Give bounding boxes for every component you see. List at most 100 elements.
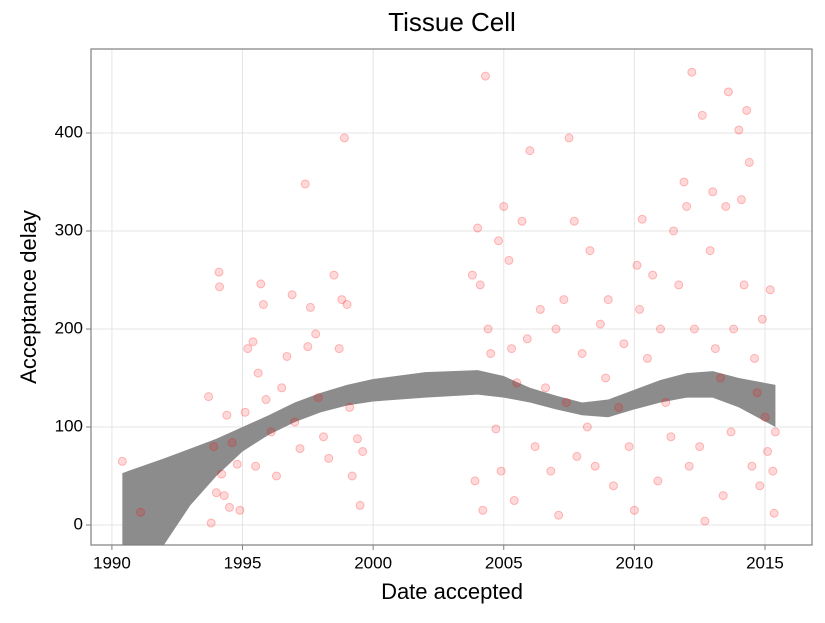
point [739,280,749,290]
point [522,334,532,344]
point [716,373,726,383]
point [603,295,613,305]
point [682,201,692,211]
point [635,304,645,314]
point [687,67,697,77]
point [637,214,647,224]
point [235,505,245,515]
point [708,187,718,197]
point [763,447,773,457]
point [564,133,574,143]
point [674,280,684,290]
x-tick-label: 1995 [224,553,262,572]
point [517,216,527,226]
point [355,500,365,510]
point [467,270,477,280]
point [770,427,780,437]
point [305,302,315,312]
point [595,319,605,329]
point [561,398,571,408]
point [752,388,762,398]
x-tick-label: 1990 [93,553,131,572]
point [559,295,569,305]
point [496,466,506,476]
point [277,383,287,393]
point [470,476,480,486]
point [736,195,746,205]
point [661,398,671,408]
point [219,491,229,501]
point [624,442,634,452]
point [585,246,595,256]
point [300,179,310,189]
point [217,469,227,479]
point [261,395,271,405]
point [248,337,258,347]
point [551,324,561,334]
point [569,216,579,226]
point [684,461,694,471]
point [721,201,731,211]
point [509,496,519,506]
point [504,255,514,265]
point [271,471,281,481]
point [718,491,728,501]
x-tick-label: 2010 [615,553,653,572]
x-tick-label: 2005 [485,553,523,572]
y-axis-label: Acceptance delay [16,210,41,384]
point [345,402,355,412]
x-tick-label: 2000 [354,553,392,572]
point [136,507,146,517]
point [666,432,676,442]
point [209,442,219,452]
point [215,282,225,292]
point [222,410,232,420]
point [227,438,237,448]
point [475,280,485,290]
point [337,295,347,305]
point [705,246,715,256]
point [329,270,339,280]
point [700,516,710,526]
point [240,407,250,417]
point [757,314,767,324]
point [689,324,699,334]
point [311,329,321,339]
point [535,304,545,314]
point [334,344,344,354]
point [608,481,618,491]
point [710,344,720,354]
y-tick-label: 300 [55,220,83,239]
point [478,505,488,515]
point [765,285,775,295]
point [491,424,501,434]
smooth-band [122,370,776,545]
point [473,223,483,233]
point [619,339,629,349]
point [697,110,707,120]
point [347,471,357,481]
point [342,299,352,309]
point [358,447,368,457]
point [648,270,658,280]
point [117,456,127,466]
point [211,488,221,498]
point [572,451,582,461]
point [769,508,779,518]
point [546,466,556,476]
point [494,236,504,246]
point [577,348,587,358]
y-tick-label: 200 [55,318,83,337]
point [655,324,665,334]
point [695,442,705,452]
point [266,427,276,437]
point [541,383,551,393]
point [632,260,642,270]
point [232,459,242,469]
point [339,133,349,143]
point [313,393,323,403]
point [554,510,564,520]
point [525,146,535,156]
point [256,279,266,289]
point [760,412,770,422]
